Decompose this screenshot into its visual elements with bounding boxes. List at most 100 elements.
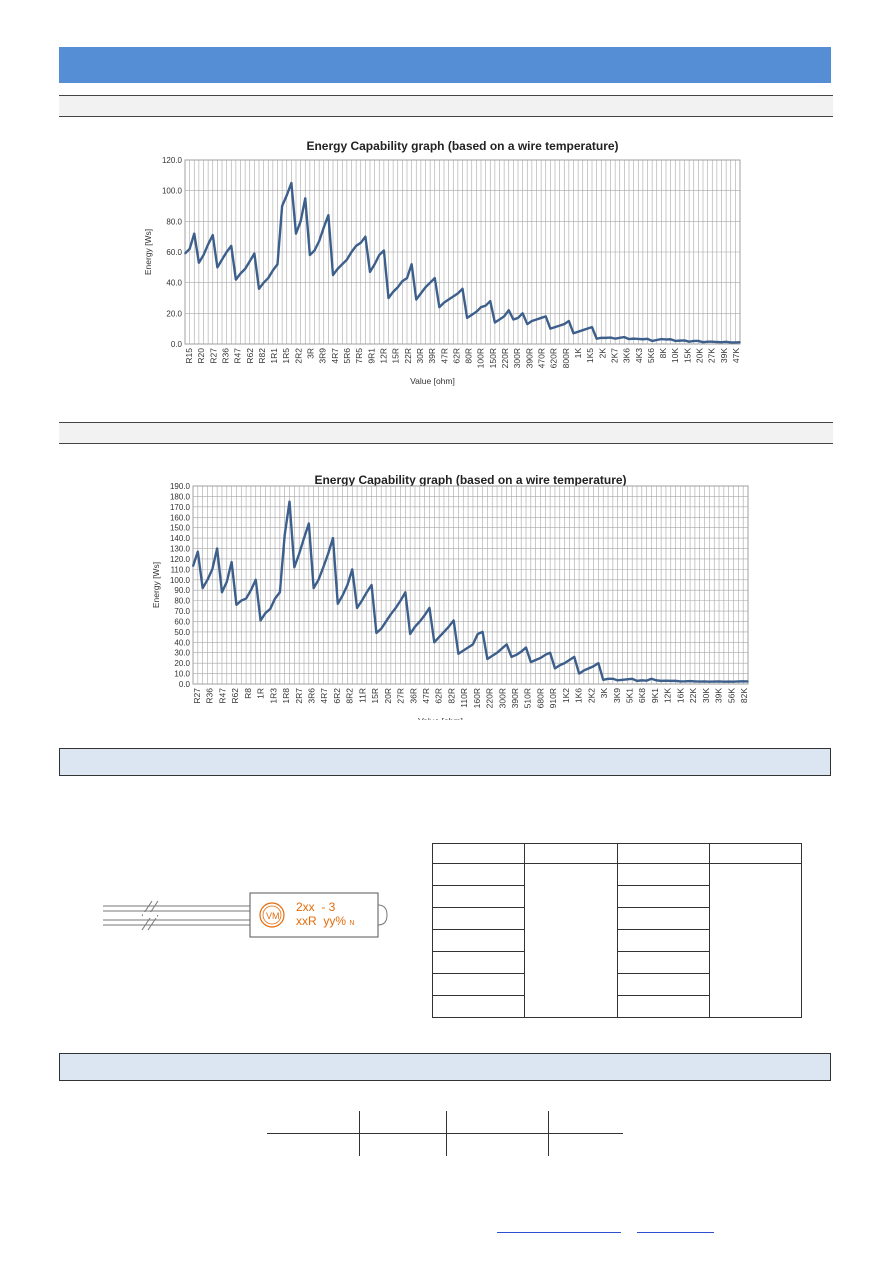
- data-point: [655, 339, 658, 341]
- section-box-marking: [59, 748, 831, 776]
- data-point: [259, 619, 262, 622]
- x-tick-label: R15: [184, 348, 194, 364]
- spec-cell: [616, 907, 710, 930]
- x-tick-label: 2R2: [293, 348, 303, 364]
- x-tick-label: 10K: [670, 348, 680, 363]
- data-point: [614, 337, 616, 340]
- data-point: [636, 680, 638, 682]
- data-point: [419, 620, 421, 623]
- data-point: [346, 584, 349, 586]
- data-point: [688, 340, 690, 343]
- y-tick-label: 130.0: [170, 545, 191, 554]
- data-point: [235, 604, 238, 606]
- y-tick-label: 60.0: [174, 617, 190, 626]
- spec-table: [431, 843, 803, 1018]
- x-tick-label: 20K: [695, 348, 705, 363]
- data-point: [747, 680, 749, 683]
- data-point: [361, 599, 363, 602]
- data-point: [727, 680, 730, 683]
- data-point: [642, 338, 644, 341]
- spec-cell: [616, 995, 710, 1018]
- data-point: [616, 679, 619, 682]
- x-tick-label: 3K: [599, 688, 609, 699]
- data-point: [198, 261, 200, 264]
- data-point: [669, 338, 672, 341]
- footer-link-email[interactable]: [637, 1232, 714, 1233]
- spec-cell: [431, 885, 526, 908]
- spec-row: [431, 995, 802, 1018]
- x-tick-label: 620R: [549, 348, 559, 368]
- data-point: [396, 286, 399, 289]
- data-point: [216, 266, 219, 269]
- x-tick-label: 220R: [485, 688, 495, 708]
- x-tick-label: 47K: [731, 348, 741, 363]
- ordering-cell: [359, 1133, 447, 1156]
- data-points: [192, 500, 749, 683]
- data-point: [264, 612, 267, 614]
- spec-cell: [431, 951, 526, 974]
- y-tick-label: 20.0: [166, 309, 182, 318]
- data-point: [572, 332, 575, 335]
- data-point: [276, 263, 279, 266]
- x-tick-label: 56K: [726, 688, 736, 703]
- x-tick-label: 1R: [256, 688, 266, 699]
- data-point: [401, 280, 404, 282]
- data-point: [718, 680, 720, 683]
- data-point: [457, 292, 459, 295]
- data-point: [679, 680, 682, 683]
- data-point: [206, 578, 209, 581]
- x-tick-label: 36R: [408, 688, 418, 704]
- marking-suffix: N: [349, 920, 355, 927]
- x-tick-label: 15R: [391, 348, 401, 364]
- data-point: [355, 245, 357, 247]
- data-point: [327, 214, 330, 216]
- x-tick-label: 470R: [537, 348, 547, 368]
- energy-chart-2: Energy Capability graph (based on a wire…: [148, 470, 758, 720]
- section-strip-2: [59, 422, 833, 444]
- data-point: [202, 254, 205, 256]
- x-tick-label: R47: [233, 348, 243, 364]
- footer-link-website[interactable]: [497, 1232, 621, 1233]
- data-point: [221, 591, 223, 594]
- x-tick-label: 80R: [464, 348, 474, 364]
- data-point: [581, 329, 584, 331]
- data-point: [549, 327, 552, 330]
- data-point: [378, 254, 381, 256]
- data-point: [684, 680, 687, 683]
- data-point: [341, 263, 344, 266]
- data-point: [201, 587, 204, 589]
- data-point: [332, 274, 334, 276]
- data-point: [433, 277, 436, 279]
- data-point: [420, 292, 422, 295]
- data-point: [423, 614, 426, 617]
- data-point: [646, 337, 649, 340]
- data-point: [734, 341, 737, 344]
- ordering-cell: [267, 1133, 360, 1156]
- x-tick-label: 27K: [707, 348, 717, 363]
- data-point: [230, 561, 233, 563]
- x-tick-label: 300R: [512, 348, 522, 368]
- y-axis-label: Energy [Ws]: [151, 562, 161, 608]
- y-tick-label: 80.0: [174, 597, 190, 606]
- data-point: [526, 323, 529, 325]
- x-tick-label: 82K: [739, 688, 749, 703]
- data-point: [612, 677, 614, 680]
- data-point: [517, 317, 519, 319]
- data-point: [563, 323, 566, 325]
- ordering-cell: [549, 1134, 624, 1157]
- x-tick-label: 5K1: [625, 688, 635, 703]
- x-tick-label: 30K: [701, 688, 711, 703]
- data-point: [703, 680, 706, 683]
- data-point: [544, 315, 547, 318]
- data-point: [480, 306, 482, 308]
- data-point: [312, 587, 315, 589]
- x-tick-label: 110R: [459, 688, 469, 708]
- energy-chart-2-svg: Energy Capability graph (based on a wire…: [151, 473, 749, 720]
- data-point: [623, 336, 626, 338]
- y-tick-label: 100.0: [162, 187, 183, 196]
- data-point: [520, 650, 522, 653]
- x-axis-label: Value [ohm]: [410, 376, 455, 386]
- data-point: [387, 297, 390, 299]
- data-point: [385, 620, 387, 623]
- data-point: [239, 272, 242, 275]
